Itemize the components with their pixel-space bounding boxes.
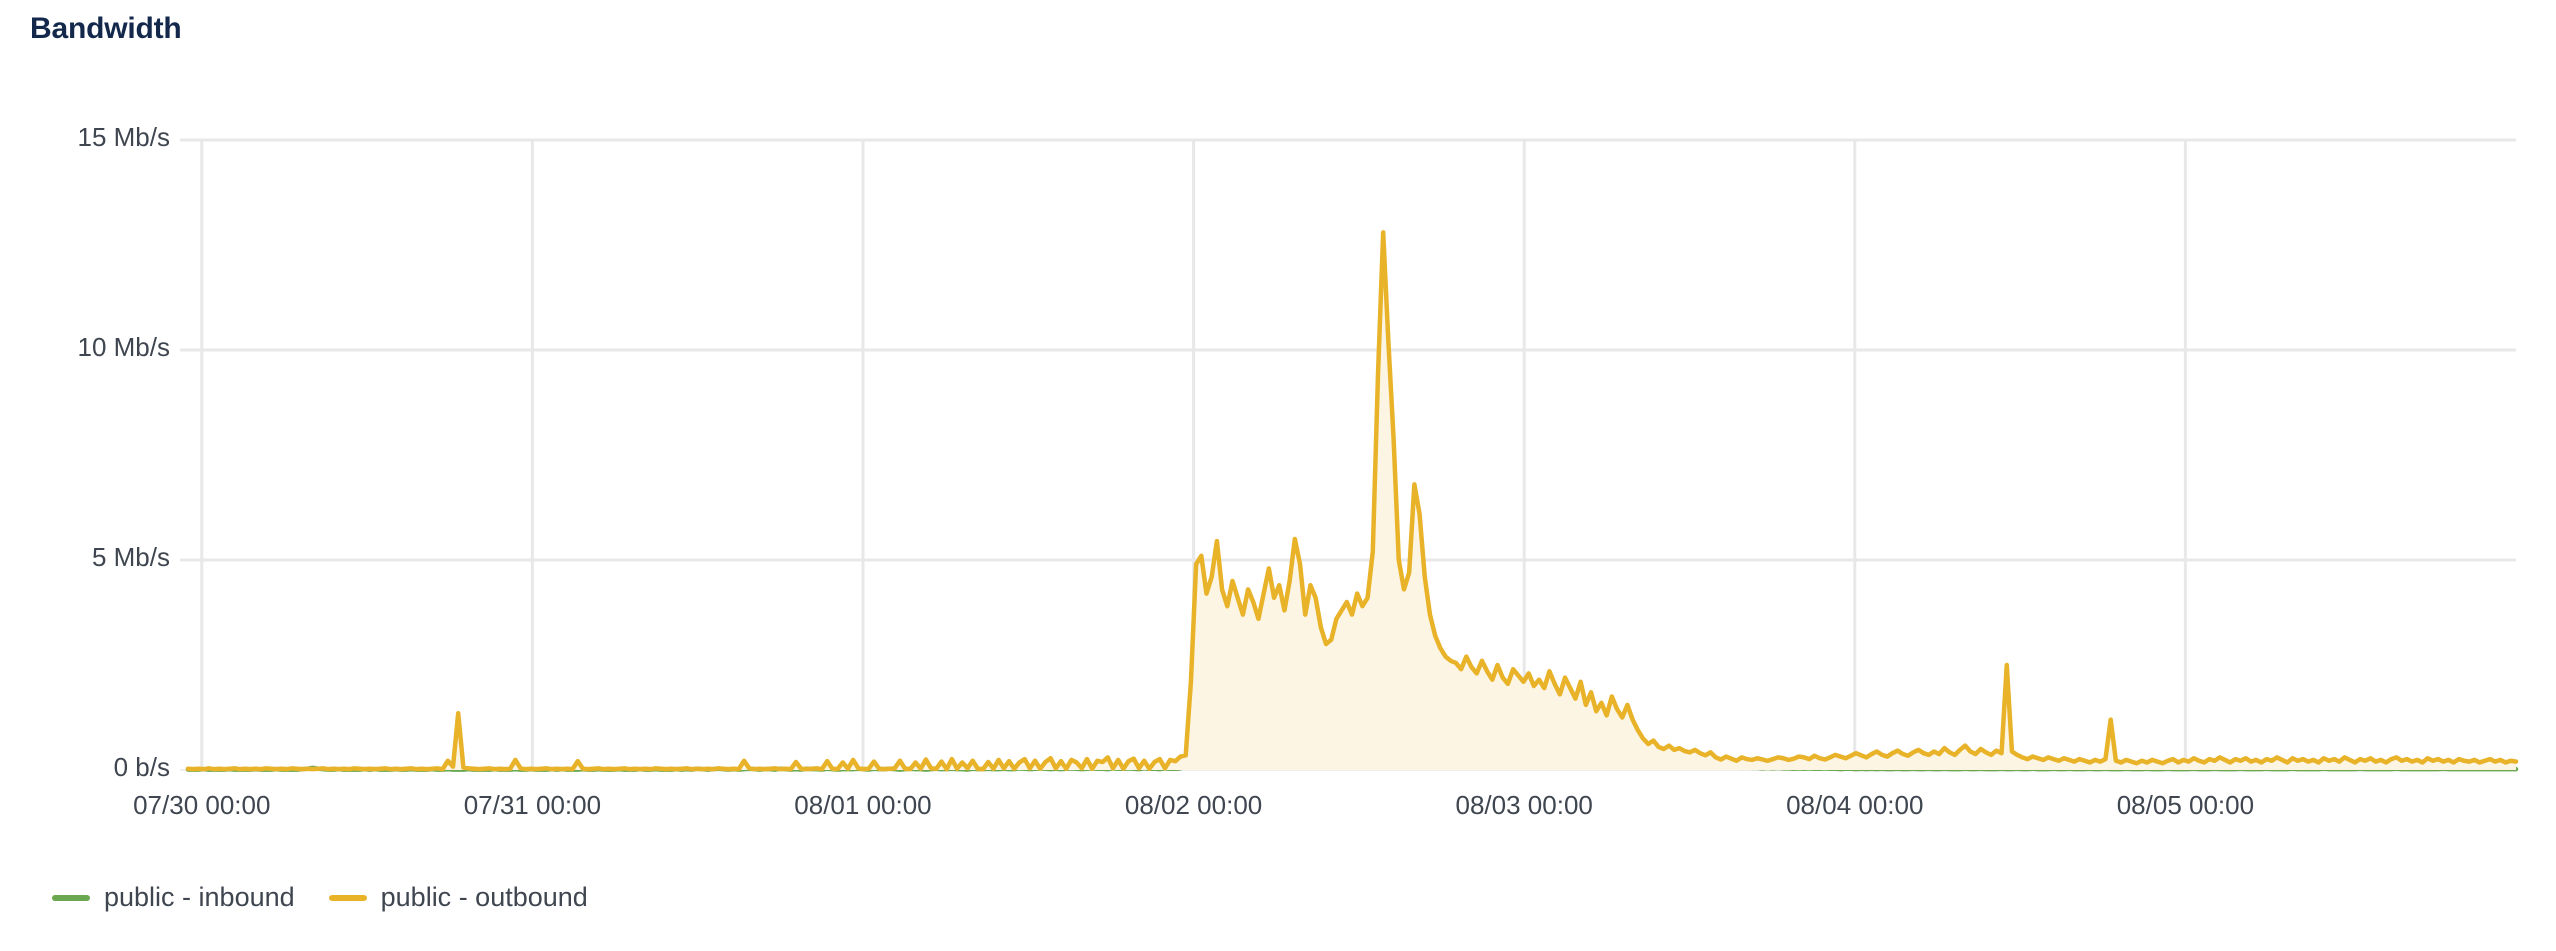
x-axis-tick-label: 08/03 00:00 — [1455, 790, 1593, 820]
x-axis-tick-label: 08/05 00:00 — [2116, 790, 2255, 820]
series-line-1 — [185, 230, 2519, 772]
y-axis-tick-label: 10 Mb/s — [77, 332, 171, 362]
legend-item-outbound[interactable]: public - outbound — [328, 882, 588, 913]
x-axis-tick-label: 08/01 00:00 — [794, 790, 932, 820]
x-axis-tick-label: 07/31 00:00 — [463, 790, 602, 820]
y-axis-tick-label: 15 Mb/s — [77, 122, 171, 152]
y-axis-tick-label: 0 b/s — [113, 752, 170, 782]
y-axis-tick-label: 5 Mb/s — [91, 542, 170, 572]
x-axis-tick-label: 07/30 00:00 — [133, 790, 271, 820]
legend-line-swatch-icon — [52, 894, 90, 901]
legend-line-swatch-icon — [328, 894, 367, 901]
series-area-1 — [188, 232, 2516, 770]
x-axis-tick-label: 08/04 00:00 — [1786, 790, 1924, 820]
x-axis-tick-label: 08/02 00:00 — [1124, 790, 1263, 820]
page-title: Bandwidth — [30, 12, 182, 45]
chart-legend: public - inbound public - outbound — [52, 882, 588, 913]
legend-label: public - inbound — [104, 882, 295, 912]
legend-item-inbound[interactable]: public - inbound — [52, 882, 295, 913]
legend-label: public - outbound — [380, 882, 588, 912]
